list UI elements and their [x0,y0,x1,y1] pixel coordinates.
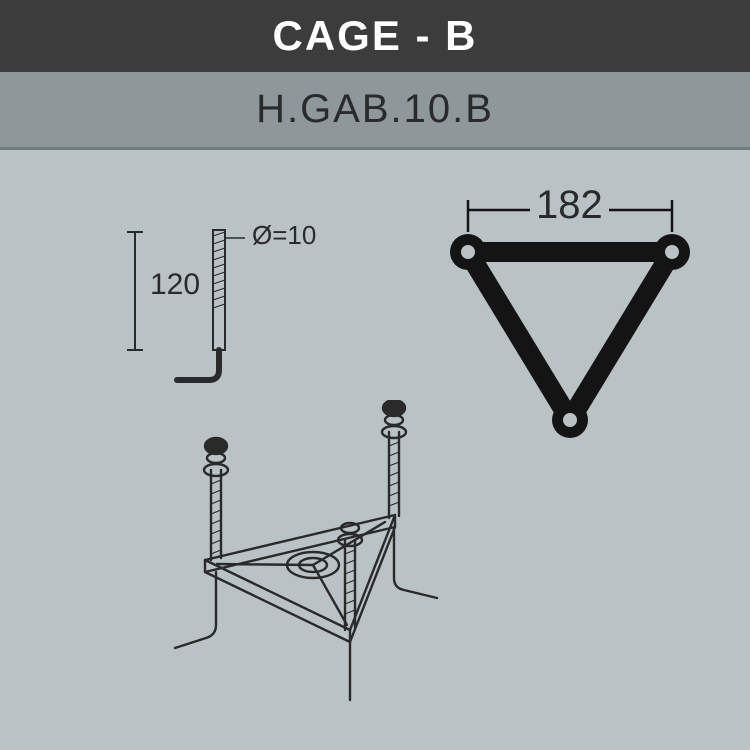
bolt-length-label: 120 [150,268,200,302]
isometric-assembly [145,400,485,720]
diagram-canvas: 120 Ø=10 182 [0,150,750,750]
title-bar: CAGE - B [0,0,750,72]
subtitle-bar: H.GAB.10.B [0,72,750,150]
triangle-width-label: 182 [530,183,609,228]
bolt-diameter-label: Ø=10 [252,220,316,251]
page-title: CAGE - B [273,12,478,60]
product-code: H.GAB.10.B [256,87,494,132]
